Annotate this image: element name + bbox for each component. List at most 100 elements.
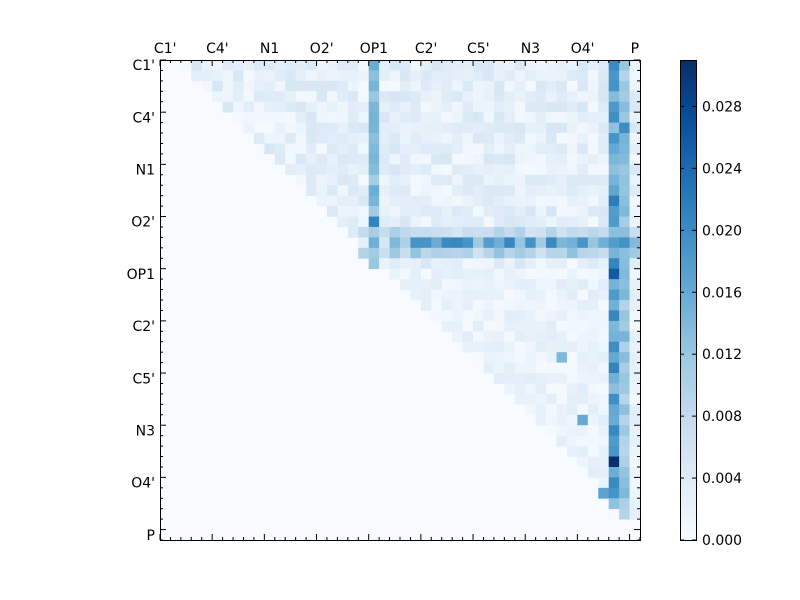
heatmap-cell <box>264 60 276 71</box>
heatmap-cell <box>525 133 537 144</box>
heatmap-cell <box>577 206 589 217</box>
heatmap-cell <box>306 101 317 113</box>
colorbar-segment <box>680 472 696 477</box>
heatmap-cell <box>295 174 307 186</box>
heatmap-cell <box>619 153 630 165</box>
heatmap-cell <box>420 195 432 207</box>
heatmap-cell <box>629 101 641 113</box>
heatmap-cell <box>504 237 516 249</box>
heatmap-cell <box>473 195 484 207</box>
heatmap-cell <box>368 60 380 71</box>
heatmap-cell <box>619 456 630 468</box>
heatmap-cell <box>556 362 568 374</box>
heatmap-cell <box>285 122 297 134</box>
heatmap-cell <box>389 101 401 113</box>
heatmap-cell <box>431 133 443 144</box>
heatmap-cell <box>441 310 453 322</box>
heatmap-cell <box>368 91 380 103</box>
heatmap-cell <box>420 143 432 155</box>
heatmap-cell <box>608 91 620 103</box>
colorbar-segment <box>680 396 696 401</box>
heatmap-cell <box>379 153 390 165</box>
heatmap-cell <box>504 289 516 301</box>
heatmap-cell <box>587 279 599 290</box>
heatmap-cell <box>410 112 422 123</box>
heatmap-cell <box>525 237 537 249</box>
heatmap-cell <box>525 216 537 228</box>
heatmap-cell <box>566 404 578 416</box>
heatmap-cell <box>587 91 599 103</box>
heatmap-cell <box>462 133 474 144</box>
heatmap-cell <box>243 101 255 113</box>
heatmap-cell <box>264 101 276 113</box>
heatmap-cell <box>546 195 557 207</box>
heatmap-cell <box>400 70 411 82</box>
heatmap-cell <box>462 300 474 311</box>
heatmap-cell <box>493 174 505 186</box>
heatmap-cell <box>566 80 578 92</box>
heatmap-cell <box>587 112 599 123</box>
heatmap-cell <box>316 122 328 134</box>
heatmap-cell <box>431 153 443 165</box>
heatmap-cell <box>587 164 599 176</box>
heatmap-cell <box>441 153 453 165</box>
colorbar-segment <box>680 364 696 369</box>
heatmap-cell <box>493 279 505 290</box>
heatmap-cell <box>608 498 620 510</box>
heatmap-cell <box>598 258 610 270</box>
heatmap-cell <box>608 153 620 165</box>
heatmap-cell <box>420 300 432 311</box>
heatmap-cell <box>629 143 641 155</box>
heatmap-cell <box>587 122 599 134</box>
heatmap-cell <box>212 60 223 71</box>
heatmap-cell <box>201 80 213 92</box>
heatmap-cell <box>504 80 516 92</box>
heatmap-cell <box>337 101 349 113</box>
heatmap-cell <box>556 341 568 353</box>
y-tick-label: N1 <box>136 163 155 179</box>
heatmap-cell <box>577 352 589 363</box>
heatmap-cell <box>212 70 223 82</box>
heatmap-cell <box>473 206 484 217</box>
heatmap-cell <box>400 101 411 113</box>
heatmap-cell <box>462 226 474 238</box>
heatmap-cell <box>347 60 359 71</box>
heatmap-cell <box>535 80 547 92</box>
heatmap-cell <box>316 143 328 155</box>
heatmap-cell <box>420 185 432 197</box>
heatmap-cell <box>452 164 463 176</box>
colorbar-segment <box>680 348 696 353</box>
heatmap-cell <box>619 206 630 217</box>
colorbar-tick-label: 0.016 <box>702 285 742 301</box>
heatmap-cell <box>587 153 599 165</box>
heatmap-cell <box>556 373 568 384</box>
colorbar-segment <box>680 132 696 137</box>
heatmap-cell <box>608 185 620 197</box>
heatmap-cell <box>358 174 370 186</box>
heatmap-cell <box>504 174 516 186</box>
heatmap-cell <box>608 268 620 280</box>
x-tick-label: N1 <box>260 41 279 57</box>
heatmap-cell <box>368 195 380 207</box>
colorbar-tick-label: 0.008 <box>702 409 742 425</box>
heatmap-cell <box>285 60 297 71</box>
heatmap-cell <box>566 174 578 186</box>
heatmap-cell <box>577 456 589 468</box>
heatmap-cell <box>556 133 568 144</box>
heatmap-cell <box>566 247 578 259</box>
heatmap-cell <box>368 174 380 186</box>
heatmap-cell <box>566 362 578 374</box>
heatmap-cell <box>566 425 578 437</box>
heatmap-cell <box>379 80 390 92</box>
heatmap-cell <box>473 143 484 155</box>
heatmap-cell <box>410 164 422 176</box>
colorbar-tick-label: 0.024 <box>702 161 742 177</box>
heatmap-cell <box>577 153 589 165</box>
heatmap-cell <box>316 80 328 92</box>
y-tick-label: C2' <box>132 319 155 335</box>
heatmap-cell <box>347 195 359 207</box>
heatmap-cell <box>306 143 317 155</box>
heatmap-cell <box>556 185 568 197</box>
heatmap-cell <box>598 404 610 416</box>
heatmap-cell <box>577 216 589 228</box>
